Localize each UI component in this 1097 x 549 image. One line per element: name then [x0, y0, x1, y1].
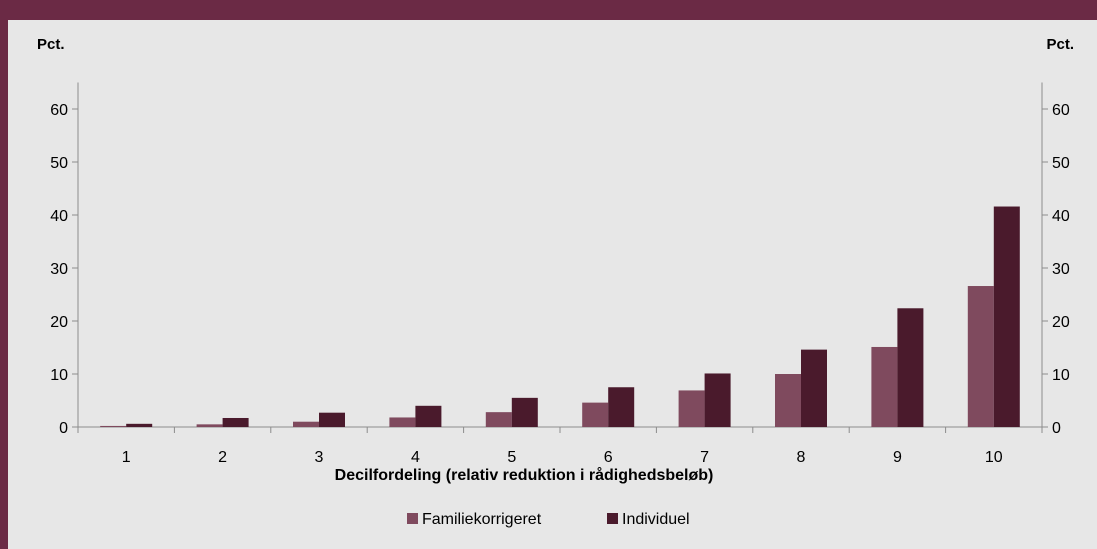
bar-familiekorrigeret [678, 390, 705, 427]
bar-individuel [704, 373, 731, 427]
chart-panel: Pct. Pct. 0 0 10 10 20 20 30 30 40 40 50 50 60 60 1 2 3 4… [8, 20, 1097, 549]
tick-labels: 0 0 10 10 20 20 30 30 40 40 50 50 60 60 1 2 3 4 5 6 7 8 9 10 [50, 102, 1070, 466]
y-tick-label-left: 60 [50, 102, 68, 119]
bar-familiekorrigeret [775, 374, 801, 427]
bar-familiekorrigeret [389, 417, 416, 427]
y-tick-label-left: 30 [50, 261, 68, 278]
bar-individuel [897, 308, 924, 427]
bar-familiekorrigeret [100, 425, 127, 427]
x-tick-label: 8 [797, 449, 806, 466]
bar-individuel [511, 397, 538, 427]
x-tick-label: 4 [411, 449, 420, 466]
y-tick-label-left: 40 [50, 208, 68, 225]
bar-individuel [222, 417, 249, 427]
bar-individuel [993, 206, 1020, 427]
bar-familiekorrigeret [967, 286, 994, 427]
x-tick-label: 5 [507, 449, 516, 466]
x-tick-label: 3 [315, 449, 324, 466]
bar-individuel [319, 412, 345, 427]
y-tick-label-right: 10 [1052, 367, 1070, 384]
y-tick-label-right: 30 [1052, 261, 1070, 278]
x-tick-label: 1 [122, 449, 131, 466]
y-tick-label-left: 10 [50, 367, 68, 384]
bar-familiekorrigeret [582, 402, 609, 427]
x-axis-title: Decilfordeling (relativ reduktion i rådi… [335, 466, 714, 484]
title-strip [0, 0, 1097, 20]
bar-chart: Pct. Pct. 0 0 10 10 20 20 30 30 40 40 50 50 60 60 1 2 3 4… [37, 36, 1074, 528]
y-tick-label-left: 0 [59, 420, 68, 437]
bar-familiekorrigeret [485, 412, 512, 427]
bar-familiekorrigeret [871, 346, 898, 427]
x-tick-label: 7 [700, 449, 709, 466]
legend-label: Familiekorrigeret [422, 511, 542, 528]
y-tick-label-left: 20 [50, 314, 68, 331]
y-tick-label-left: 50 [50, 155, 68, 172]
y-axis-right-unit: Pct. [1046, 36, 1074, 53]
bar-individuel [415, 405, 442, 427]
bar-individuel [801, 349, 827, 427]
y-axis-left-unit: Pct. [37, 36, 65, 53]
legend-swatch [607, 513, 618, 524]
legend: Familiekorrigeret Individuel [407, 511, 690, 528]
y-tick-label-right: 0 [1052, 420, 1061, 437]
bar-familiekorrigeret [196, 424, 223, 427]
bars [100, 206, 1020, 427]
legend-swatch [407, 513, 418, 524]
y-tick-label-right: 50 [1052, 155, 1070, 172]
x-tick-label: 6 [604, 449, 613, 466]
bar-individuel [608, 387, 635, 427]
legend-label: Individuel [622, 511, 690, 528]
y-tick-label-right: 40 [1052, 208, 1070, 225]
y-tick-label-right: 60 [1052, 102, 1070, 119]
bar-individuel [126, 423, 153, 427]
x-tick-label: 2 [218, 449, 227, 466]
x-tick-label: 9 [893, 449, 902, 466]
y-tick-label-right: 20 [1052, 314, 1070, 331]
x-tick-label: 10 [985, 449, 1003, 466]
bar-familiekorrigeret [293, 421, 319, 427]
